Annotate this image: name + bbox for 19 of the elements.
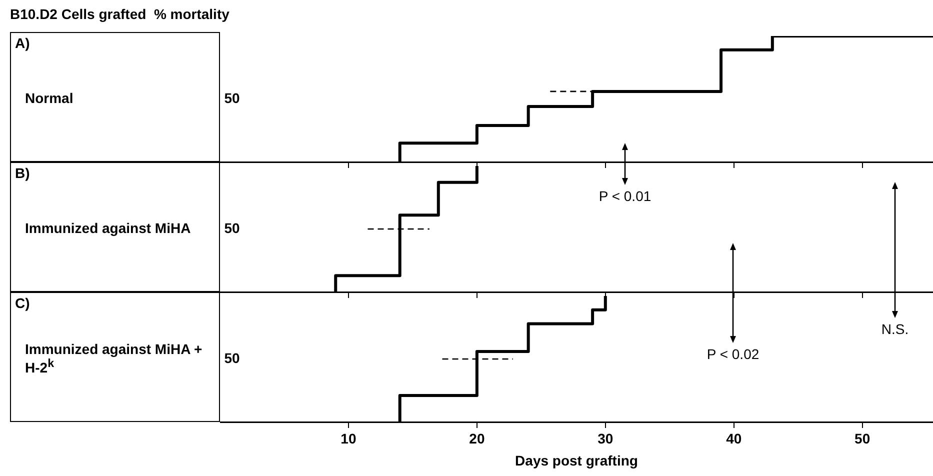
y-axis-title: Immunized against MiHA [25,220,191,236]
x-tick-label: 40 [726,430,742,446]
x-axis-title: Days post grafting [515,452,638,468]
y-axis-title: Immunized against MiHA + H-2$^{k}$ [25,340,204,376]
x-tick-label: 10 [340,430,356,446]
x-tick-label: 50 [854,430,870,446]
text: C) [15,295,30,311]
x-tick-label: 20 [469,430,485,446]
annotation: N.S. [881,321,909,337]
x-tick-label: 30 [598,430,614,446]
text: B) [15,165,30,181]
y-axis-title: Normal [25,90,74,106]
text: A) [15,35,30,51]
annotation: P < 0.01 [598,188,652,204]
annotation: 50 [224,350,240,366]
annotation: 50 [224,220,240,236]
annotation: P < 0.02 [706,346,760,362]
chart-title: B10.D2 Cells grafted % mortality [10,6,230,22]
annotation: 50 [224,90,240,106]
